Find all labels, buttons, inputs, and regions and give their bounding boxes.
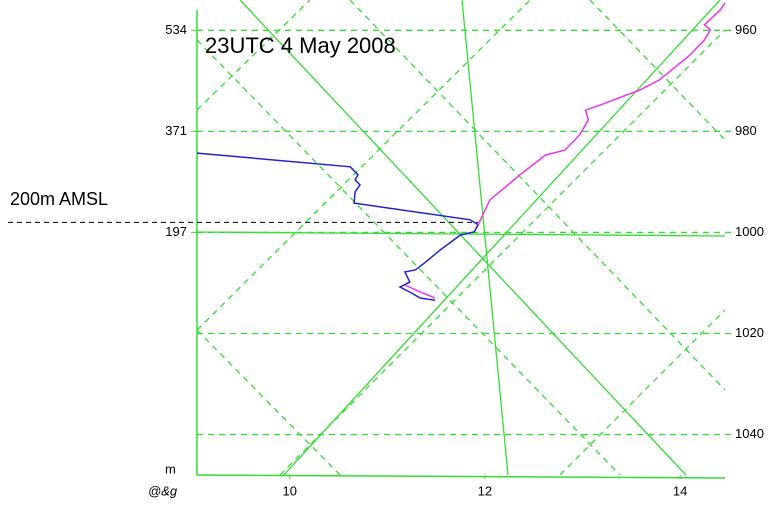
- y-tick-label: 1000: [735, 224, 764, 239]
- dashed-diagonal: [197, 329, 341, 475]
- dashed-diagonal: [349, 0, 725, 391]
- dashed-diagonal: [197, 0, 311, 111]
- solid-diagonal: [282, 0, 721, 475]
- dashed-diagonal: [197, 0, 531, 331]
- height-tick-label: 534: [165, 22, 187, 37]
- dashed-diagonal: [559, 309, 725, 475]
- x-tick-label: 14: [673, 483, 687, 498]
- height-tick-label: 197: [165, 224, 187, 239]
- y-tick-label: 980: [735, 123, 757, 138]
- dashed-diagonal: [197, 39, 621, 475]
- annotation-text: 200m AMSL: [10, 189, 108, 209]
- x-tick-label: 12: [478, 483, 492, 498]
- sounding-line: [196, 152, 480, 301]
- chart-title: 23UTC 4 May 2008: [205, 33, 396, 58]
- y-tick-label: 1020: [735, 325, 764, 340]
- solid-diagonal: [239, 0, 687, 475]
- height-tick-label: 371: [165, 123, 187, 138]
- bottom-axis: [196, 474, 726, 479]
- dashed-diagonal: [279, 29, 725, 475]
- y-tick-label: 1040: [735, 426, 764, 441]
- solid-line: [461, 0, 509, 475]
- height-unit: m: [165, 461, 176, 476]
- diagram-lines: [197, 0, 725, 475]
- x-tick-label: 10: [282, 483, 296, 498]
- sounding-line: [404, 2, 726, 299]
- y-tick-label: 960: [735, 22, 757, 37]
- x-unit: @&g: [148, 483, 178, 498]
